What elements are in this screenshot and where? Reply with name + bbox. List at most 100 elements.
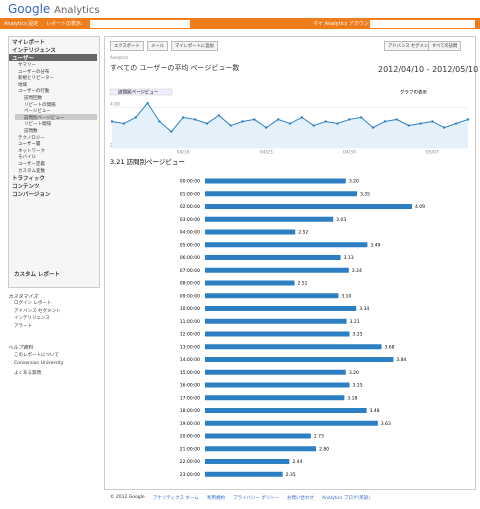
- point: [122, 122, 126, 125]
- point: [324, 120, 327, 123]
- nav-item[interactable]: カスタム変数: [18, 168, 45, 174]
- customize-link[interactable]: アドバンス セグメント: [14, 308, 61, 314]
- bar: [205, 382, 350, 388]
- category-label: 22:00:00: [180, 459, 200, 465]
- point: [360, 116, 363, 119]
- nav-item[interactable]: 訪問数: [24, 129, 38, 134]
- selected-bg: [15, 114, 97, 120]
- nav-item[interactable]: 新規とリピーター: [18, 76, 54, 82]
- bar: [205, 318, 347, 324]
- category-label: 07:00:00: [180, 268, 200, 274]
- selected-bg: [9, 53, 97, 61]
- nav-item[interactable]: インテリジェンス: [12, 48, 56, 54]
- point: [466, 118, 470, 121]
- category-label: 23:00:00: [180, 472, 200, 478]
- nav-item[interactable]: ユーザー層: [18, 142, 41, 148]
- bar: [205, 420, 378, 426]
- footer-link[interactable]: Analytics ブログ(英語): [322, 496, 370, 501]
- nav-item[interactable]: 地域: [18, 82, 27, 88]
- help-link[interactable]: このレポートについて: [14, 353, 59, 358]
- bar: [205, 267, 349, 273]
- footer-link: © 2012 Google: [110, 495, 145, 500]
- value-label: 3.34: [359, 306, 369, 312]
- main-panel: [104, 36, 476, 490]
- value-label: 2.35: [286, 472, 296, 478]
- y-tick-label: 4.00: [110, 102, 120, 108]
- sidebar: [8, 36, 100, 288]
- help-link[interactable]: Conversion University: [14, 361, 64, 366]
- point: [443, 126, 446, 129]
- nav-item[interactable]: ユーザー: [12, 56, 34, 62]
- nav-item[interactable]: 訪問別ページビュー: [24, 115, 65, 121]
- nav-item[interactable]: サマリー: [18, 63, 36, 68]
- date-range[interactable]: 2012/04/10 - 2012/05/10: [378, 65, 479, 74]
- category-label: 00:00:00: [180, 179, 200, 185]
- category-label: 10:00:00: [180, 306, 200, 312]
- bar: [205, 331, 350, 337]
- point: [158, 120, 161, 123]
- point: [265, 126, 268, 129]
- category-label: 15:00:00: [180, 370, 200, 376]
- category-label: 09:00:00: [180, 293, 200, 299]
- footer-link[interactable]: アナリティクス ホーム: [153, 496, 199, 501]
- bar: [205, 344, 382, 350]
- nav-item[interactable]: 訪問回数: [24, 96, 42, 101]
- category-label: 12:00:00: [180, 332, 200, 338]
- nav-item[interactable]: コンバージョン: [12, 192, 51, 199]
- value-label: 3.13: [344, 255, 354, 261]
- point: [336, 122, 339, 125]
- graph-mode: グラフの表示: [400, 89, 427, 96]
- toolbar-button[interactable]: メール: [147, 41, 168, 51]
- nav-item[interactable]: ネットワーク: [18, 148, 45, 154]
- point: [182, 116, 185, 119]
- bar: [205, 229, 296, 235]
- logo-google: Google: [8, 2, 51, 16]
- nav-item[interactable]: ユーザー定義: [18, 162, 45, 167]
- point: [110, 120, 114, 123]
- bar: [205, 178, 346, 184]
- customize-link[interactable]: アラート: [14, 323, 32, 329]
- value-label: 3.35: [360, 191, 370, 197]
- footer-link[interactable]: お問い合わせ: [287, 496, 314, 501]
- category-label: 04:00:00: [180, 230, 200, 236]
- point: [170, 130, 173, 133]
- point: [419, 122, 422, 125]
- point: [371, 126, 375, 129]
- footer-link[interactable]: 利用規約: [207, 496, 225, 501]
- footer-link[interactable]: プライバシー ポリシー: [233, 496, 280, 501]
- nav-settings[interactable]: Analytics 設定: [4, 21, 39, 27]
- toolbar-button[interactable]: マイレポートに追加: [171, 41, 218, 51]
- bar: [205, 191, 357, 197]
- point: [146, 101, 149, 105]
- customize-link[interactable]: インテリジェンス: [14, 316, 50, 321]
- bar: [205, 446, 317, 452]
- bar: [205, 280, 295, 286]
- nav-item[interactable]: テクノロジー: [18, 135, 45, 141]
- nav-item[interactable]: モバイル: [18, 155, 36, 161]
- nav-item[interactable]: リピートの間隔: [24, 102, 56, 108]
- legend-button: [109, 88, 173, 96]
- toolbar-button[interactable]: エクスポート: [110, 41, 144, 51]
- custom-report[interactable]: カスタム レポート: [14, 272, 60, 278]
- nav-view[interactable]: レポートの表示:: [46, 21, 83, 27]
- x-tick-label: 05/07: [426, 150, 439, 156]
- logo: Google Analytics: [8, 2, 100, 16]
- help-link[interactable]: よくある質問: [14, 371, 41, 376]
- toolbar-button[interactable]: すべての訪問: [428, 41, 462, 51]
- point: [454, 122, 458, 125]
- value-label: 2.73: [314, 434, 324, 440]
- nav-item[interactable]: マイレポート: [12, 40, 46, 46]
- customize-link[interactable]: ログイン レポート: [14, 301, 52, 306]
- nav-item[interactable]: トラフィック: [12, 176, 45, 183]
- nav-item[interactable]: ユーザーの分布: [18, 69, 50, 75]
- account-select[interactable]: [370, 19, 475, 28]
- value-label: 3.03: [336, 217, 346, 223]
- point: [300, 116, 304, 119]
- nav-item[interactable]: ページビュー: [24, 109, 51, 115]
- bar: [205, 357, 394, 362]
- category-label: 14:00:00: [180, 357, 200, 363]
- nav-item[interactable]: コンテンツ: [12, 184, 40, 191]
- nav-item[interactable]: リピート間隔: [24, 122, 51, 128]
- nav-item[interactable]: ユーザーの行動: [18, 89, 50, 95]
- view-select[interactable]: [90, 19, 190, 28]
